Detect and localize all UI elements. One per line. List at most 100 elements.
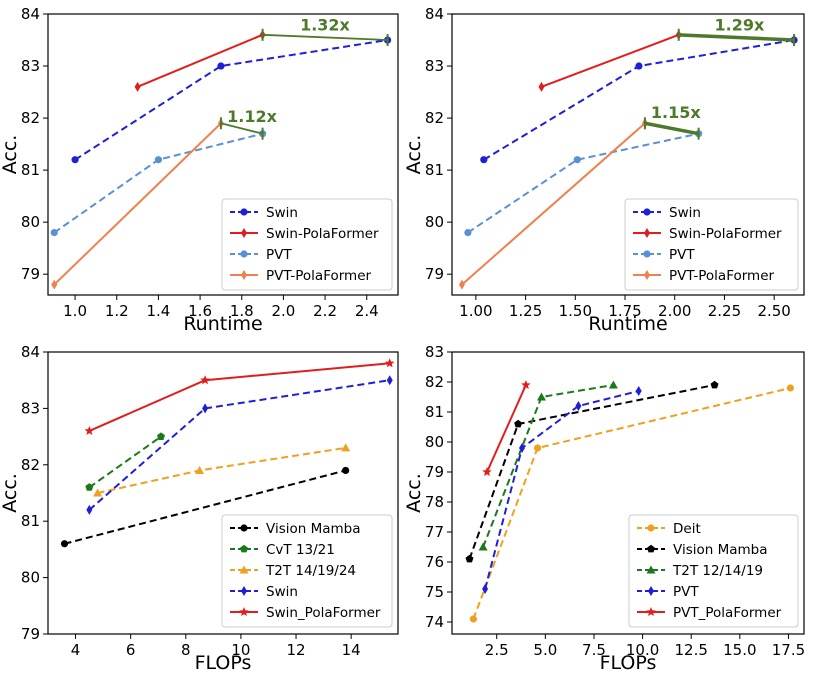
x-axis-label: FLOPs [195,652,252,673]
y-tick-label: 79 [21,625,40,643]
data-point [195,465,205,474]
y-tick-label: 82 [21,456,40,474]
x-tick-label: 1.25 [509,302,542,320]
data-point [157,432,165,440]
legend: Swin Swin-PolaFormer PVT PVT-PolaFormer [624,198,799,291]
legend-label: PVT [266,247,292,263]
legend-marker [646,607,656,617]
x-axis-label: Runtime [183,313,262,335]
y-axis-label: Acc. [403,135,425,175]
y-tick-label: 78 [425,493,444,511]
legend-marker [240,544,248,553]
x-tick-label: 6 [126,641,136,659]
series-line-cvt-13-21 [88,435,162,489]
legend-marker [240,208,248,216]
legend-marker [644,228,650,238]
x-tick-label: 1.50 [559,302,592,320]
legend-label: PVT-PolaFormer [266,268,372,284]
series-line-pvt-polaformer [486,384,527,473]
x-tick-label: 2.4 [355,302,379,320]
data-point [60,540,69,548]
x-tick-label: 7.5 [582,641,606,659]
x-tick-label: 10 [231,641,250,659]
speedup-label: 1.32x [300,16,350,35]
legend-box [221,198,393,291]
x-tick-label: 2.2 [313,302,337,320]
data-point [386,375,393,386]
speedup-bracket [262,33,388,41]
data-point [465,554,474,563]
legend-marker [643,208,651,216]
series-line-swin-polaformer [88,362,390,432]
y-tick-label: 74 [425,613,444,631]
x-axis-label: FLOPs [600,652,657,673]
data-point [384,358,395,368]
data-point [50,228,58,237]
x-axis-label: Runtime [588,313,667,335]
y-tick-label: 81 [21,512,40,530]
x-tick-label: 10.0 [626,641,659,659]
data-point [134,81,141,92]
legend-label: PVT [669,247,695,263]
data-point [538,81,545,92]
x-tick-label: 15.0 [723,641,756,659]
x-tick-label: 12 [286,641,305,659]
x-tick-label: 1.8 [230,302,254,320]
data-point [85,483,94,491]
legend-box [221,514,393,628]
legend-label: Swin-PolaFormer [669,226,782,242]
data-point [200,375,210,385]
plot-frame [451,351,805,635]
x-tick-label: 1.2 [105,302,129,320]
legend-label: T2T 12/14/19 [672,563,763,579]
data-point [533,444,542,452]
x-tick-label: 14 [342,641,361,659]
x-tick-label: 2.25 [708,302,741,320]
speedup-label: 1.15x [651,103,701,122]
series-line-swin-polaformer [137,33,263,88]
legend-box [624,198,799,291]
legend-marker [239,607,249,617]
data-point [202,403,209,414]
data-point [93,488,103,497]
legend: Deit Vision Mamba T2T 12/14/19 PVT PVT_PolaF… [628,514,799,628]
legend: Swin Swin-PolaFormer PVT PVT-PolaFormer [221,198,393,291]
legend-label: Vision Mamba [673,542,768,558]
data-point [635,62,643,70]
data-point [786,384,794,392]
data-point [469,615,477,623]
series-line-pvt-polaformer [461,122,646,286]
legend-marker [239,565,249,574]
y-tick-label: 79 [425,463,444,481]
data-point [710,380,719,389]
x-tick-label: 4 [71,641,81,659]
series-line-pvt [484,390,639,590]
y-axis-label: Acc. [0,473,21,513]
y-tick-label: 83 [425,343,444,361]
data-point [480,156,488,164]
y-tick-label: 81 [21,161,40,179]
data-point [154,156,163,164]
x-tick-label: 5.0 [533,641,557,659]
legend-label: Vision Mamba [266,521,361,537]
data-point [608,380,618,389]
legend-marker [644,270,650,280]
legend-label: T2T 14/19/24 [265,563,356,579]
y-tick-label: 82 [21,109,40,127]
x-tick-label: 12.5 [675,641,708,659]
series-line-pvt [467,132,699,234]
y-tick-label: 75 [425,583,444,601]
series-line-swin-polaformer [541,33,680,88]
x-tick-label: 1.75 [608,302,641,320]
legend-label: Deit [673,521,701,537]
legend-marker [643,250,651,258]
chart-panel-1: 1.0 1.2 1.4 1.6 1.8 2.0 2.2 2.4 79 80 81 82 83 84 Runt… [0,5,399,335]
chart-panel-4: 2.5 5.0 7.5 10.0 12.5 15.0 17.5 74 75 76 77 78 79 80 8… [403,343,805,673]
plot-frame [47,351,399,635]
y-tick-label: 82 [425,109,444,127]
legend-marker [241,228,247,238]
data-point [341,443,351,452]
y-tick-label: 83 [425,57,444,75]
legend-label: Swin-PolaFormer [266,226,379,242]
speedup-label: 1.29x [715,16,765,35]
